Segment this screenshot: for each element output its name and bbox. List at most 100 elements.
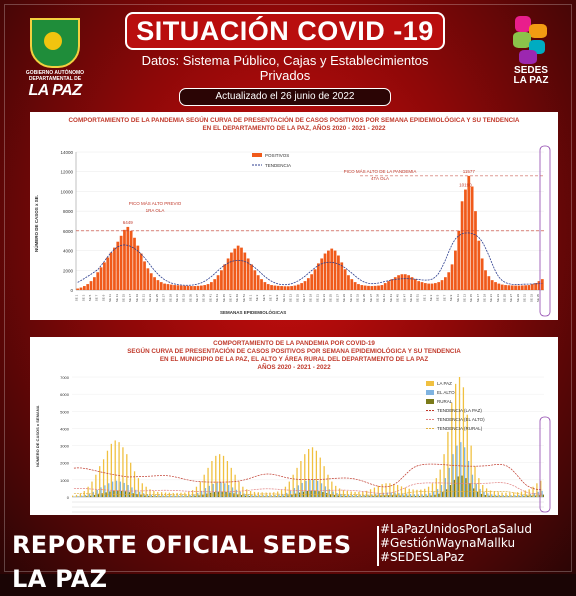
- chart2-bar-rural: [512, 496, 513, 497]
- chart2-bar-rural: [311, 491, 312, 497]
- chart-municipal-panel: COMPORTAMIENTO DE LA PANDEMIA POR COVID-…: [30, 337, 558, 515]
- chart1-bar: [461, 201, 464, 290]
- chart1-xtick: SE 1: [75, 294, 79, 301]
- chart2-bar-elalto: [236, 490, 237, 497]
- chart1-bar: [347, 275, 350, 290]
- chart1-bar: [317, 263, 320, 290]
- chart1-bar: [157, 280, 160, 290]
- chart1-xtick: SE 21: [142, 294, 146, 303]
- chart2-bar-elalto: [104, 485, 105, 497]
- chart2-bar-elalto: [391, 493, 392, 497]
- chart1-xtick: SE 23: [322, 294, 326, 303]
- chart2-ylabel: NÚMERO DE CASOS x SEMANA: [35, 405, 40, 467]
- chart2-bar-lapaz: [339, 488, 340, 497]
- chart2-bar-lapaz: [242, 487, 243, 497]
- chart2-bar-rural: [280, 496, 281, 497]
- chart1-bar: [518, 286, 521, 290]
- chart2-bar-rural: [481, 494, 482, 497]
- chart1-bar: [350, 279, 353, 290]
- chart2-bar-rural: [198, 495, 199, 497]
- chart1-bar: [270, 285, 273, 290]
- chart2-bar-lapaz: [296, 468, 297, 497]
- chart2-bar-rural: [342, 496, 343, 497]
- chart1-bar: [90, 281, 93, 290]
- chart2-bar-lapaz: [262, 492, 263, 497]
- chart1-xtick: SE 19: [483, 294, 487, 303]
- chart2-bar-lapaz: [308, 449, 309, 497]
- chart2-bar-rural: [477, 492, 478, 497]
- chart2-ytick: 7000: [60, 375, 70, 380]
- chart1-xtick: SE 43: [389, 294, 393, 303]
- chart2-bar-elalto: [495, 495, 496, 497]
- updated-label: Actualizado el: [215, 91, 277, 102]
- chart1-bar: [337, 256, 340, 291]
- chart1-ytick: 14000: [60, 150, 73, 155]
- chart2-bar-lapaz: [188, 492, 189, 497]
- chart1-bar: [264, 282, 267, 290]
- chart2-bar-elalto: [170, 495, 171, 497]
- chart2-bar-rural: [82, 496, 83, 497]
- chart1-bar: [447, 272, 450, 290]
- chart1-xtick: SE 11: [108, 294, 112, 302]
- chart1-bar: [190, 286, 193, 290]
- chart1-bar: [187, 286, 190, 290]
- chart2-bar-lapaz: [459, 377, 460, 497]
- chart2-bar-rural: [314, 491, 315, 497]
- chart1-bar: [357, 284, 360, 290]
- chart1-bar: [257, 275, 260, 290]
- chart1-bar: [230, 253, 233, 290]
- chart2-bar-lapaz: [300, 461, 301, 497]
- chart1-bar: [451, 264, 454, 290]
- chart2-bar-elalto: [514, 495, 515, 497]
- chart1-xtick: SE 25: [503, 294, 507, 303]
- chart1-bar: [130, 231, 133, 290]
- chart1-ytick: 2000: [63, 268, 74, 273]
- chart2-bar-rural: [164, 496, 165, 497]
- chart2-bar-lapaz: [215, 456, 216, 497]
- chart2-bar-elalto: [379, 493, 380, 497]
- chart1-bar: [320, 258, 323, 290]
- chart2-bar-rural: [454, 480, 455, 497]
- chart2-bar-lapaz: [231, 468, 232, 497]
- chart2-bar-elalto: [460, 442, 461, 497]
- chart2-bar-elalto: [131, 487, 132, 497]
- chart1-bar: [370, 286, 373, 290]
- chart1-bar: [193, 286, 196, 290]
- chart1-xtick: SE 21: [489, 294, 493, 303]
- chart2-bar-rural: [357, 496, 358, 497]
- chart2-bar-rural: [473, 488, 474, 497]
- chart1-xtick: SE 49: [235, 294, 239, 303]
- chart2-bar-rural: [187, 496, 188, 497]
- chart2-ytick: 5000: [60, 409, 70, 414]
- chart1-bar: [434, 283, 437, 290]
- chart1-ytick: 8000: [63, 209, 74, 214]
- chart2-bar-elalto: [294, 488, 295, 497]
- chart1-xtick: SE 31: [523, 294, 527, 303]
- chart2-bar-rural: [403, 496, 404, 497]
- chart2-ytick: 1000: [60, 478, 70, 483]
- hashtag-2: #GestiónWaynaMallku: [380, 536, 570, 550]
- chart2-bar-rural: [508, 496, 509, 497]
- chart2-bar-lapaz: [505, 493, 506, 497]
- chart1-xtick: SE 21: [315, 294, 319, 303]
- chart1-bar: [220, 270, 223, 290]
- chart2-bar-rural: [500, 496, 501, 497]
- chart2-bar-rural: [272, 496, 273, 497]
- chart2-bar-elalto: [85, 495, 86, 497]
- chart1-bar: [103, 262, 106, 290]
- chart2-bar-lapaz: [482, 485, 483, 497]
- chart2-ytick: 4000: [60, 426, 70, 431]
- footer-report-title: REPORTE OFICIAL SEDES LA PAZ: [12, 528, 382, 562]
- chart2-bar-elalto: [445, 478, 446, 497]
- chart1-xtick: SE 33: [529, 294, 533, 303]
- chart1-bar: [511, 285, 514, 290]
- chart2-bar-elalto: [510, 495, 511, 497]
- chart2-bar-lapaz: [118, 442, 119, 497]
- chart2-bar-rural: [527, 496, 528, 497]
- chart1-xtick: SE 47: [402, 294, 406, 303]
- chart1-bar: [260, 279, 263, 290]
- chart2-bar-rural: [183, 496, 184, 497]
- chart2-legend-label: TENDENCIA (LA PAZ): [437, 408, 482, 413]
- chart1-xtick: SE 9: [275, 294, 279, 301]
- chart1-annotation-1: PICO MÁS ALTO PREVIO: [129, 200, 182, 206]
